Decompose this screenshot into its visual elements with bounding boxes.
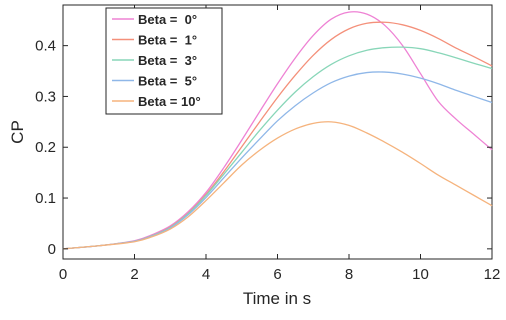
legend-label-1: Beta = 1° [138, 33, 197, 48]
x-tick-label: 0 [59, 266, 67, 283]
x-tick-label: 10 [412, 266, 429, 283]
legend-label-0: Beta = 0° [138, 12, 197, 27]
legend-box [105, 7, 223, 115]
legend-label-4: Beta = 10° [138, 94, 201, 109]
y-axis-label: CP [8, 120, 27, 144]
series-line-4 [62, 121, 493, 250]
legend-label-3: Beta = 5° [138, 74, 197, 89]
x-tick-label: 2 [130, 266, 138, 283]
series-layer [62, 11, 493, 250]
legend-label-2: Beta = 3° [138, 53, 197, 68]
x-tick-label: 6 [273, 266, 281, 283]
legend: Beta = 0° Beta = 1° Beta = 3° Beta = 5° Beta… [105, 7, 223, 115]
x-tick-label: 8 [345, 266, 353, 283]
y-tick-label: 0.1 [35, 190, 56, 207]
y-tick-label: 0.4 [35, 38, 56, 55]
x-axis-label: Time in s [243, 289, 311, 308]
series-line-0 [62, 11, 493, 250]
series-line-3 [62, 71, 493, 250]
legend-items: Beta = 0° Beta = 1° Beta = 3° Beta = 5° Beta… [112, 12, 201, 109]
x-tick-label: 4 [202, 266, 210, 283]
x-tick-label: 12 [484, 266, 501, 283]
y-tick-label: 0.3 [35, 88, 56, 105]
y-tick-label: 0.2 [35, 139, 56, 156]
y-tick-label: 0 [48, 241, 56, 258]
ticks-layer: 0 2 4 6 8 10 12 0 0.1 0.2 0.3 0.4 [35, 5, 500, 283]
